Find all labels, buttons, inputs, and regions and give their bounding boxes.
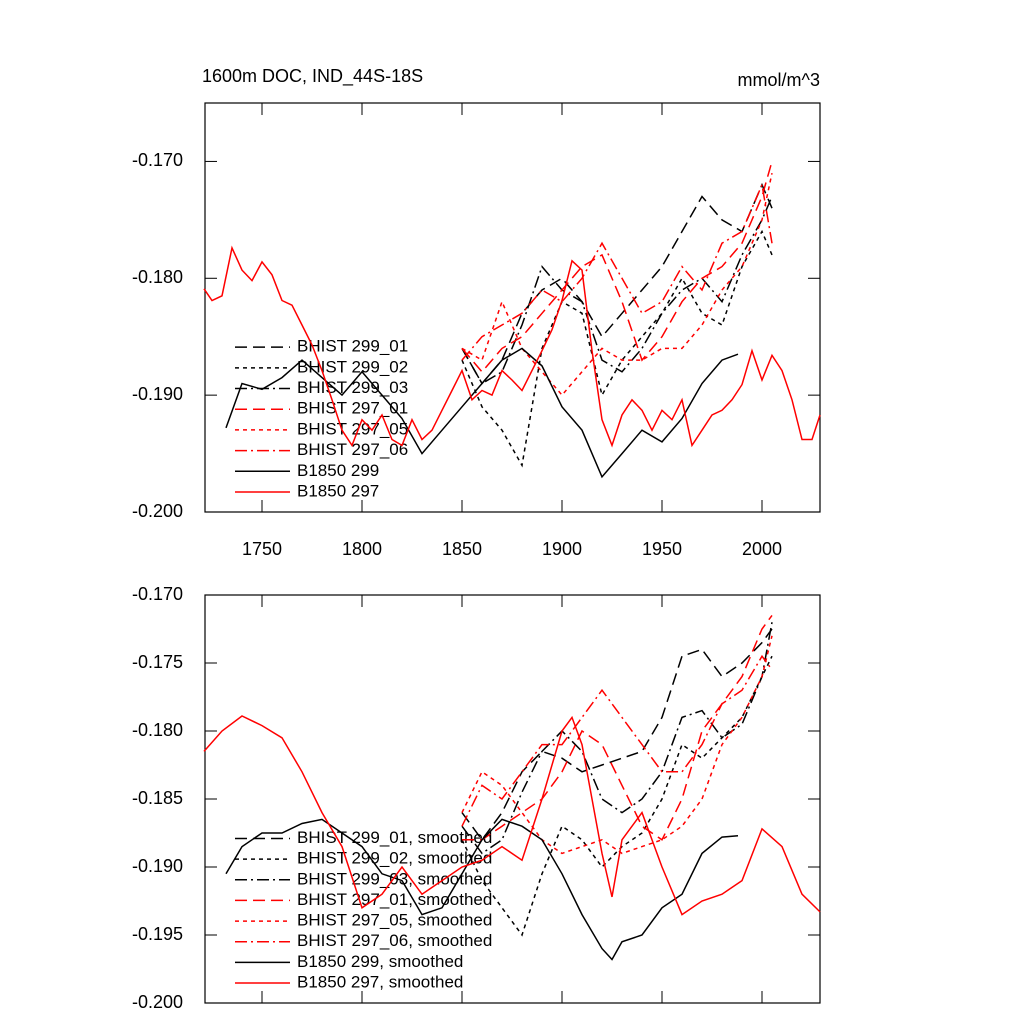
legend-label: BHIST 299_01 [297,337,408,356]
units-label: mmol/m^3 [738,70,820,90]
legend-label: BHIST 297_06, smoothed [297,931,492,950]
data-line [461,655,773,937]
x-tick-label: 1750 [242,539,282,559]
y-tick-label: -0.180 [132,720,183,740]
y-tick-label: -0.190 [132,384,183,404]
legend-label: BHIST 299_01, smoothed [297,828,492,847]
y-tick-label: -0.195 [132,924,183,944]
legend-label: B1850 299, smoothed [297,952,463,971]
data-line [461,654,773,827]
data-line [225,818,739,961]
legend-label: BHIST 299_03 [297,378,408,397]
legend-label: B1850 297 [297,481,379,500]
data-line [203,715,821,916]
x-tick-label: 1850 [442,539,482,559]
x-tick-label: 1950 [642,539,682,559]
data-line [225,347,739,479]
y-tick-label: -0.170 [132,584,183,604]
data-line [461,182,773,361]
x-tick-label: 1900 [542,539,582,559]
y-tick-label: -0.185 [132,788,183,808]
data-line [461,628,773,842]
data-line [461,622,773,855]
y-tick-label: -0.175 [132,652,183,672]
y-tick-label: -0.190 [132,856,183,876]
y-tick-label: -0.180 [132,267,183,287]
data-line [461,635,773,855]
data-line [462,614,773,841]
plot-frame [204,102,821,513]
legend-label: BHIST 297_01 [297,399,408,418]
legend-label: BHIST 297_05 [297,419,408,438]
data-line [461,172,773,397]
x-tick-label: 1800 [342,539,382,559]
data-line [461,161,773,373]
legend-label: BHIST 299_02 [297,357,408,376]
data-line [461,182,773,385]
chart-title: 1600m DOC, IND_44S-18S [202,66,423,87]
data-line [461,229,773,468]
legend-label: BHIST 297_01, smoothed [297,890,492,909]
legend-label: BHIST 297_06 [297,440,408,459]
x-tick-label: 2000 [742,539,782,559]
legend-label: B1850 299 [297,461,379,480]
y-tick-label: -0.170 [132,150,183,170]
legend-label: B1850 297, smoothed [297,972,463,991]
legend-label: BHIST 297_05, smoothed [297,911,492,930]
y-tick-label: -0.200 [132,501,183,521]
data-line [203,245,821,448]
y-tick-label: -0.200 [132,992,183,1012]
legend-label: BHIST 299_02, smoothed [297,849,492,868]
